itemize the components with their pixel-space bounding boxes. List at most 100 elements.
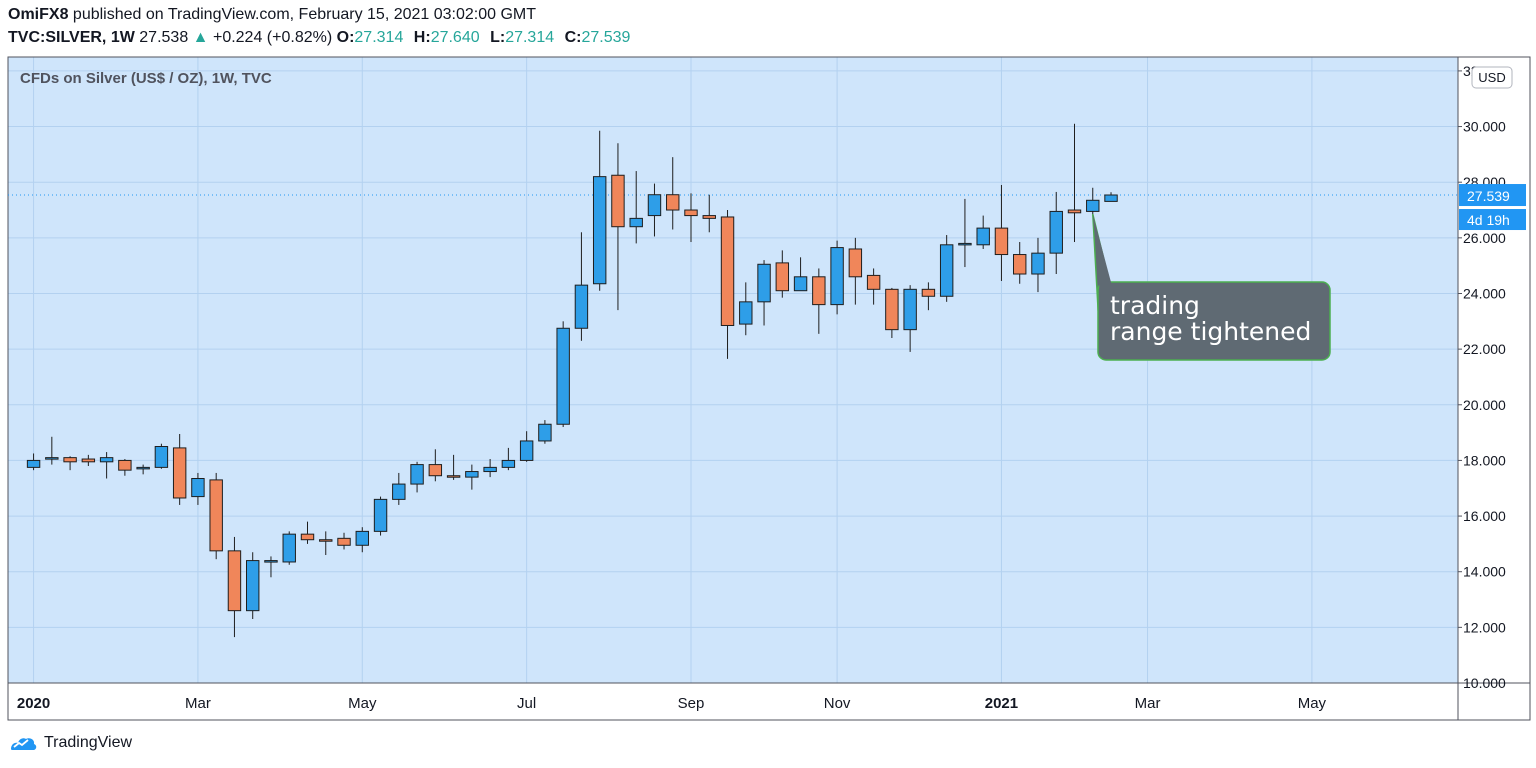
footer-branding[interactable]: TradingView (8, 733, 132, 753)
candle-body (994, 227, 1009, 256)
candle (1104, 192, 1118, 202)
candle (939, 235, 954, 302)
candle (739, 282, 753, 336)
low-label: L: (490, 29, 506, 46)
candle-body (958, 242, 972, 246)
x-tick-label: 2020 (17, 695, 50, 712)
plot-area (8, 57, 1458, 683)
candle-body (757, 263, 771, 303)
y-tick-label: 26.000 (1463, 230, 1506, 246)
currency-badge (1471, 66, 1513, 89)
candle-body (574, 284, 589, 329)
candle (172, 433, 187, 505)
candle-body (647, 194, 662, 217)
candle-body (885, 288, 899, 331)
y-tick-label: 30.000 (1463, 119, 1506, 135)
tradingview-logo-icon (11, 738, 37, 750)
candle (154, 443, 169, 469)
candle (264, 556, 278, 578)
y-tick-label: 12.000 (1463, 619, 1506, 635)
candle (793, 257, 808, 292)
candle (684, 193, 698, 243)
candle (300, 521, 315, 544)
candle (848, 237, 863, 305)
candle (702, 194, 716, 233)
candle-body (538, 423, 552, 442)
change-up-icon: ▲ (192, 29, 209, 46)
candle (26, 453, 41, 471)
candle (319, 531, 333, 556)
candle (1031, 237, 1045, 293)
price-change: +0.224 (+0.82%) (212, 29, 333, 46)
candle (81, 454, 96, 466)
candle (574, 232, 589, 341)
candle-body (1049, 210, 1063, 254)
footer-brand-name: TradingView (44, 734, 133, 751)
candle (483, 459, 497, 478)
candle (592, 130, 607, 291)
high-value: 27.640 (430, 29, 480, 46)
candle (465, 464, 479, 490)
candle-body (63, 457, 77, 463)
candle-body (611, 174, 625, 228)
candle (1013, 242, 1027, 284)
candle (227, 536, 242, 638)
callout-pointer-fill (1092, 214, 1112, 306)
publish-info: OmiFX8 published on TradingView.com, Feb… (8, 6, 536, 24)
candle-body (903, 288, 917, 331)
current-price-tag (1459, 184, 1526, 207)
close-label: C: (564, 29, 582, 46)
candle (647, 183, 662, 237)
candle-body (118, 459, 132, 471)
callout-box (1097, 281, 1331, 361)
candle-body (355, 530, 369, 546)
candle-body (501, 459, 516, 468)
x-tick-label: May (1298, 695, 1327, 712)
y-tick-label: 18.000 (1463, 452, 1506, 468)
candle-body (1031, 252, 1045, 275)
symbol-name: TVC:SILVER, 1W (8, 29, 135, 46)
candle-body (775, 262, 790, 292)
candle-body (191, 478, 205, 498)
candle-body (1013, 254, 1027, 275)
candle-body (99, 457, 114, 463)
candle-body (666, 194, 680, 211)
y-tick-label: 22.000 (1463, 341, 1506, 357)
x-tick-label: Nov (824, 695, 851, 712)
countdown-tag (1459, 209, 1526, 231)
candle (994, 184, 1009, 281)
candle-body (866, 274, 881, 290)
candle (337, 532, 351, 550)
y-tick-label: 20.000 (1463, 397, 1506, 413)
chart-frame (7, 56, 1531, 721)
candle-body (556, 327, 570, 425)
candle (282, 531, 296, 565)
candle (958, 198, 972, 268)
candle (812, 268, 826, 334)
candle-body (684, 209, 698, 217)
candle-body (209, 479, 223, 552)
candle-body (392, 483, 406, 500)
candle (556, 321, 570, 428)
candle (611, 143, 625, 311)
candle-body (282, 533, 296, 563)
candle-body (319, 539, 333, 542)
x-tick-label: Mar (185, 695, 211, 712)
candle (976, 215, 990, 249)
candle-body (300, 533, 315, 541)
candle-body (812, 276, 826, 306)
candle (775, 250, 790, 298)
candle (373, 496, 388, 536)
x-tick-label: Jul (517, 695, 536, 712)
candle-body (1067, 209, 1082, 214)
author-name[interactable]: OmiFX8 (8, 6, 69, 23)
candle (519, 431, 534, 462)
candle-body (337, 537, 351, 546)
candle-body (976, 227, 990, 246)
candle-body (720, 216, 735, 326)
open-value: 27.314 (354, 29, 404, 46)
candle (392, 472, 406, 505)
candle-body (45, 457, 59, 460)
candle-body (592, 176, 607, 285)
